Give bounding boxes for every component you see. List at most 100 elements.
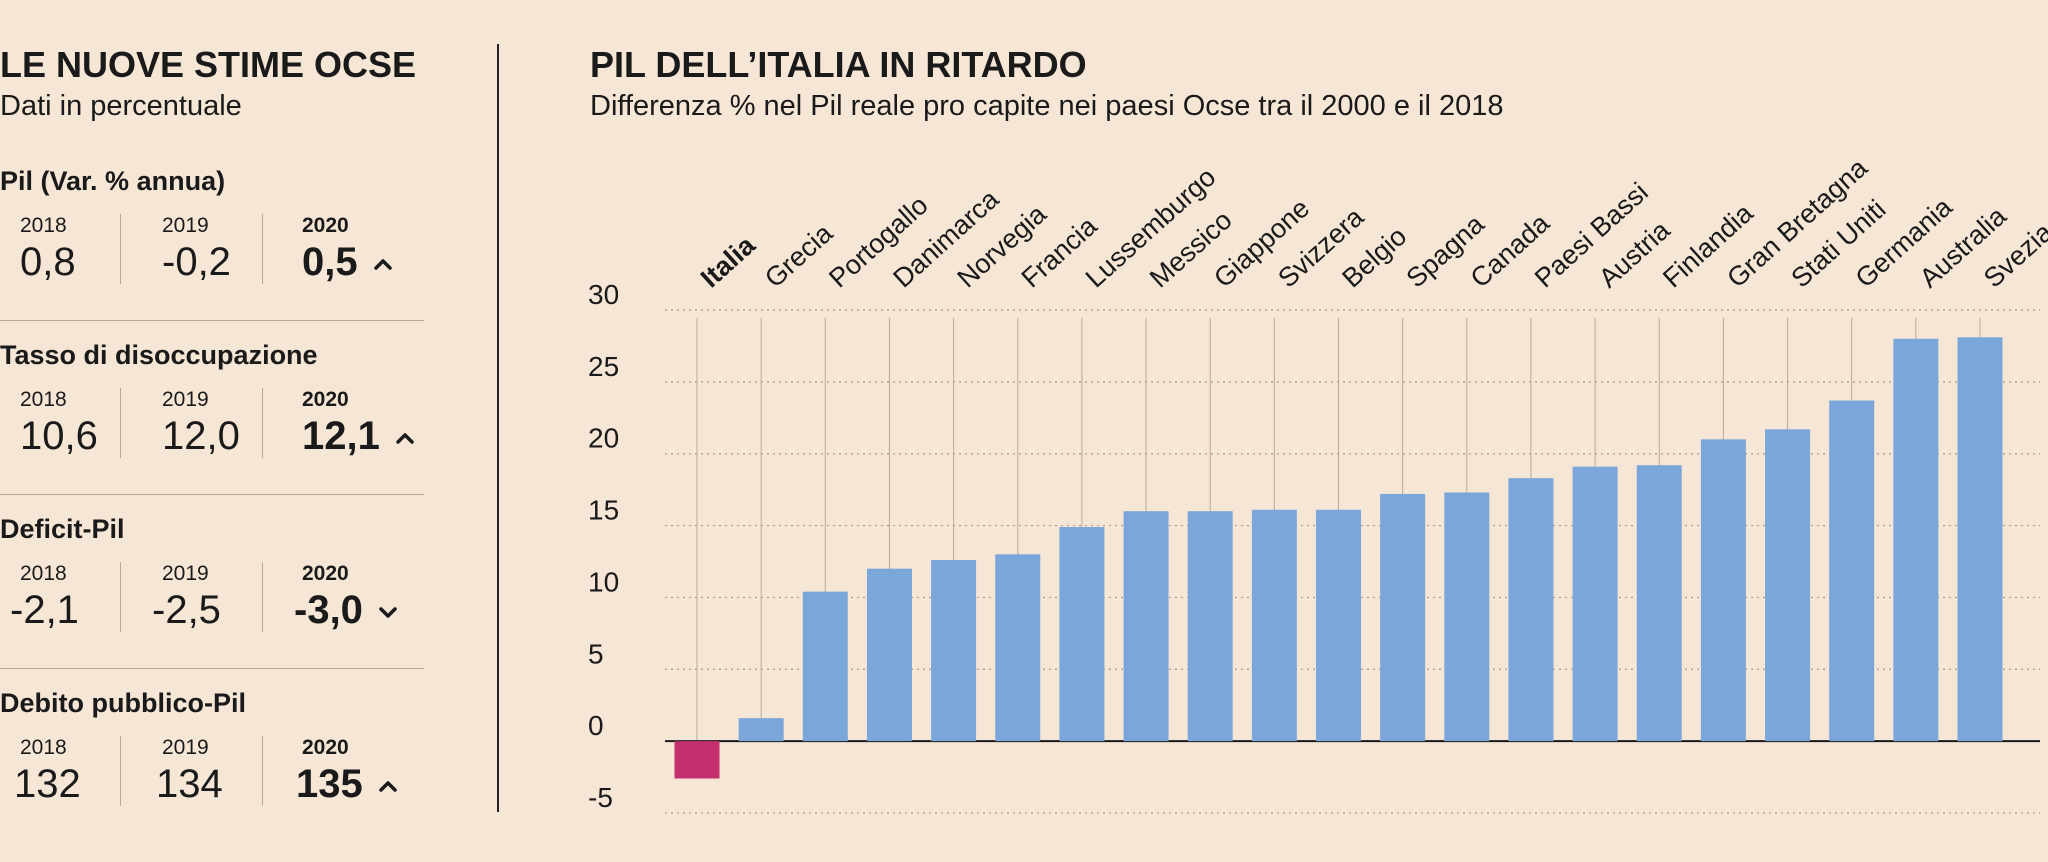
indicator-col-2019: 2019 -2,5	[152, 562, 292, 633]
bar-norvegia	[931, 560, 977, 742]
bar-grecia	[738, 718, 784, 742]
column-separator	[120, 214, 121, 284]
trend-up-icon	[373, 259, 392, 271]
indicator-debito: Debito pubblico-Pil 2018 132 2019 134 20…	[0, 688, 424, 862]
column-separator	[120, 388, 121, 458]
bar-francia	[995, 554, 1041, 742]
value-row: 135	[296, 762, 436, 807]
value-row: 12,1	[302, 414, 442, 459]
indicator-pil: Pil (Var. % annua) 2018 0,8 2019 -0,2 20…	[0, 166, 424, 340]
indicator-col-2019: 2019 12,0	[162, 388, 302, 459]
bar-danimarca	[866, 568, 912, 742]
column-separator	[120, 562, 121, 632]
bar-spagna	[1380, 493, 1426, 742]
bar-germania	[1829, 400, 1875, 742]
indicator-col-2018: 2018 0,8	[20, 214, 160, 285]
indicator-col-2019: 2019 -0,2	[162, 214, 302, 285]
bar-messico	[1123, 511, 1169, 742]
bar-gran-bretagna	[1700, 439, 1746, 742]
panel-subtitle: Dati in percentuale	[0, 90, 242, 122]
value-label: 12,0	[162, 414, 240, 458]
value-label: -2,5	[152, 588, 221, 632]
year-label: 2018	[20, 388, 67, 411]
bar-giappone	[1187, 511, 1233, 742]
year-label: 2020	[302, 736, 349, 759]
column-separator	[262, 214, 263, 284]
row-separator	[0, 668, 424, 669]
value-label: -3,0	[294, 588, 363, 632]
indicator-col-2020: 2020 0,5	[302, 214, 442, 285]
value-label: 12,1	[302, 414, 380, 458]
year-label: 2018	[20, 562, 67, 585]
bar-portogallo	[802, 591, 848, 742]
panel-title: LE NUOVE STIME OCSE	[0, 44, 417, 85]
year-label: 2019	[162, 388, 209, 411]
indicator-deficit: Deficit-Pil 2018 -2,1 2019 -2,5 2020 -3,…	[0, 514, 424, 688]
value-label: 135	[296, 762, 363, 806]
indicator-col-2020: 2020 135	[296, 736, 436, 807]
y-tick-label: 20	[588, 423, 619, 454]
indicator-col-2018: 2018 132	[14, 736, 154, 807]
value-label: -2,1	[10, 588, 79, 632]
indicator-col-2020: 2020 12,1	[302, 388, 442, 459]
y-tick-label: -5	[588, 782, 613, 813]
value-label: -0,2	[162, 240, 231, 284]
year-label: 2018	[20, 736, 67, 759]
y-tick-label: 30	[588, 279, 619, 310]
year-label: 2018	[20, 214, 67, 237]
column-separator	[120, 736, 121, 806]
year-label: 2019	[162, 562, 209, 585]
value-label: 0,5	[302, 240, 358, 284]
bar-paesi-bassi	[1508, 478, 1554, 742]
bar-austria	[1572, 466, 1618, 742]
bar-chart: -5051015202530ItaliaGreciaPortogalloDani…	[588, 152, 2048, 814]
bar-italia	[674, 741, 720, 779]
year-label: 2019	[162, 736, 209, 759]
y-tick-label: 0	[588, 710, 604, 741]
bar-belgio	[1316, 509, 1361, 742]
bar-australia	[1893, 338, 1939, 742]
bar-svezia	[1957, 337, 2003, 742]
year-label: 2020	[302, 388, 349, 411]
value-label: 132	[14, 762, 81, 806]
row-separator	[0, 320, 424, 321]
indicator-col-2020: 2020 -3,0	[294, 562, 434, 633]
y-tick-label: 10	[588, 566, 619, 597]
indicator-name: Tasso di disoccupazione	[0, 340, 318, 370]
indicator-name: Debito pubblico-Pil	[0, 688, 246, 718]
trend-down-icon	[379, 607, 397, 619]
indicator-name: Deficit-Pil	[0, 514, 125, 544]
indicator-disoccupazione: Tasso di disoccupazione 2018 10,6 2019 1…	[0, 340, 424, 514]
value-label: 134	[156, 762, 223, 806]
y-tick-label: 25	[588, 351, 619, 382]
panel-divider	[497, 44, 499, 812]
value-row: -3,0	[294, 588, 434, 633]
year-label: 2019	[162, 214, 209, 237]
category-label: Grecia	[759, 217, 839, 293]
category-label: Italia	[695, 229, 762, 293]
value-label: 0,8	[20, 240, 76, 284]
year-label: 2020	[302, 562, 349, 585]
row-separator	[0, 494, 424, 495]
value-row: 0,5	[302, 240, 442, 285]
bar-stati-uniti	[1765, 429, 1811, 742]
left-panel: LE NUOVE STIME OCSE Dati in percentuale …	[0, 0, 430, 829]
indicator-col-2018: 2018 -2,1	[10, 562, 150, 633]
trend-up-icon	[379, 781, 397, 793]
bar-svizzera	[1251, 509, 1297, 742]
column-separator	[262, 562, 263, 632]
value-label: 10,6	[20, 414, 98, 458]
indicator-col-2018: 2018 10,6	[20, 388, 160, 459]
chart-title: PIL DELL’ITALIA IN RITARDO	[590, 44, 1087, 85]
column-separator	[262, 736, 263, 806]
trend-up-icon	[396, 433, 414, 445]
bar-canada	[1444, 492, 1490, 742]
chart-subtitle: Differenza % nel Pil reale pro capite ne…	[590, 90, 1504, 122]
y-tick-label: 15	[588, 495, 619, 526]
bar-finlandia	[1636, 465, 1682, 742]
year-label: 2020	[302, 214, 349, 237]
bar-lussemburgo	[1059, 527, 1105, 742]
indicator-name: Pil (Var. % annua)	[0, 166, 226, 196]
y-tick-label: 5	[588, 638, 604, 669]
column-separator	[262, 388, 263, 458]
